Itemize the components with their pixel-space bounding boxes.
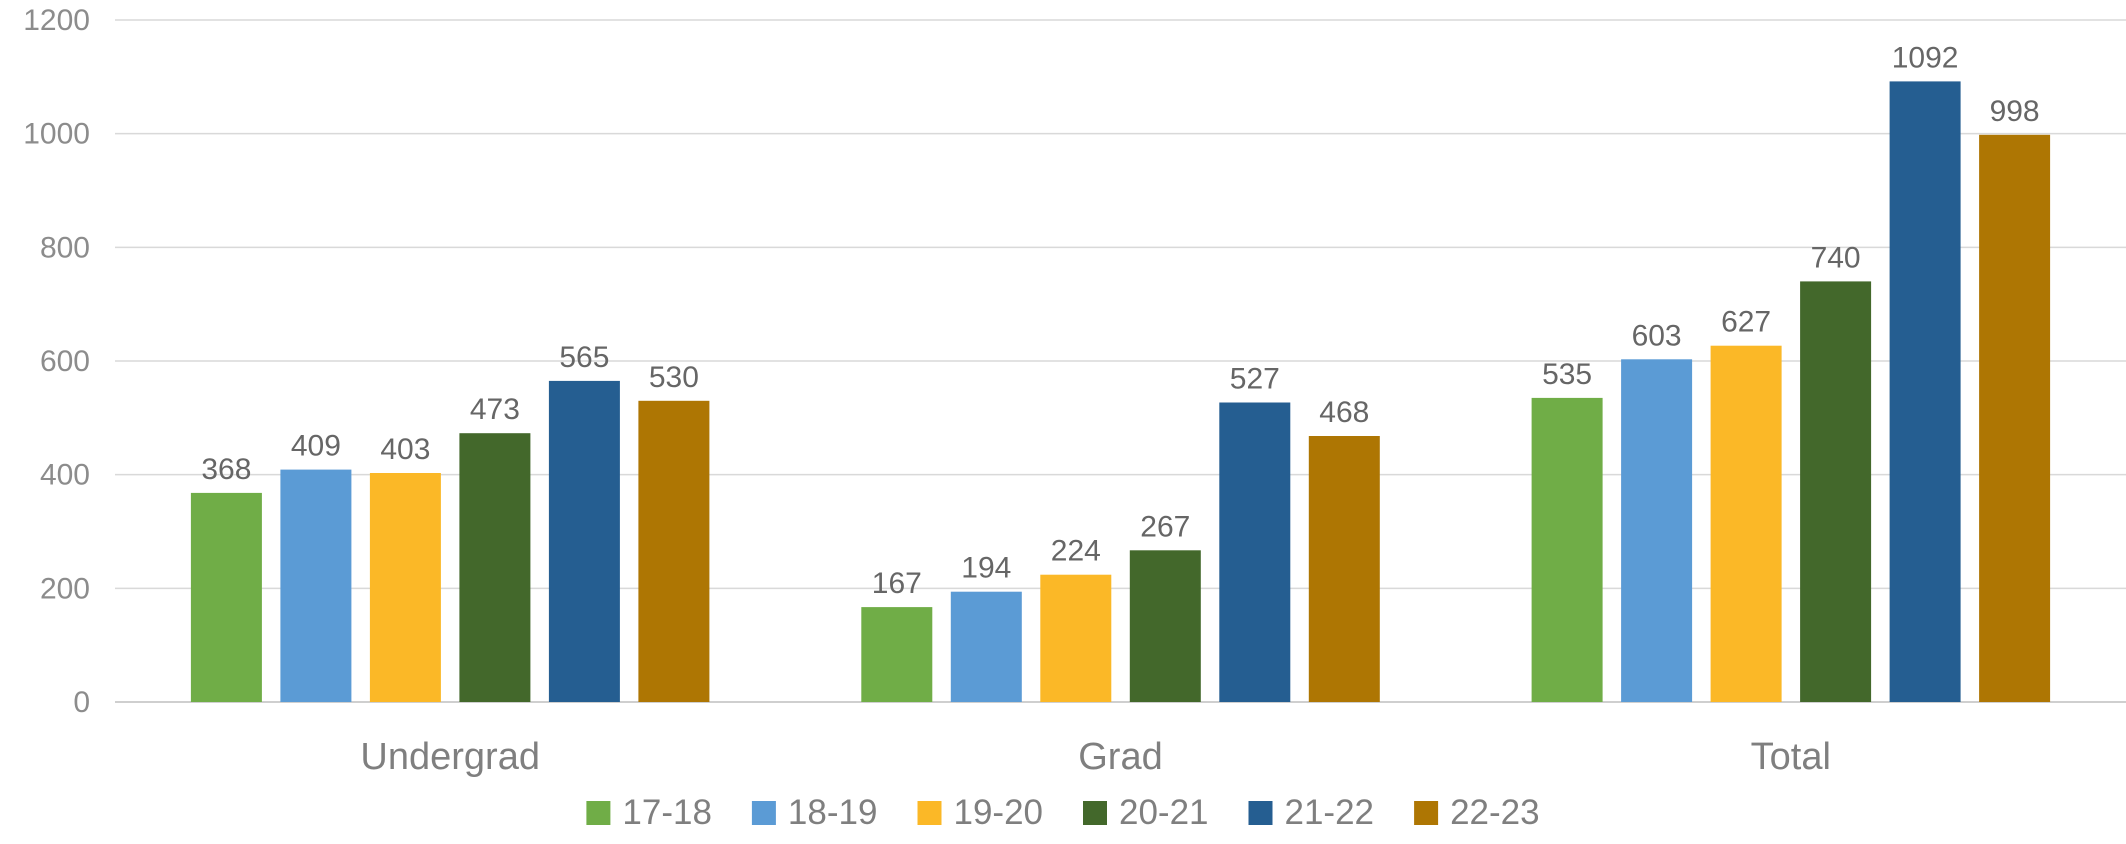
data-label: 368 <box>201 453 251 486</box>
legend-item-21-22: 21-22 <box>1248 793 1375 832</box>
legend-item-22-23: 22-23 <box>1414 793 1540 832</box>
legend-swatch <box>586 801 611 825</box>
y-tick-label: 600 <box>40 345 90 378</box>
legend-swatch <box>1414 801 1439 825</box>
y-tick-label: 0 <box>73 686 90 719</box>
data-label: 535 <box>1542 358 1592 391</box>
y-tick-label: 1000 <box>23 118 90 151</box>
bar-total-20-21 <box>1800 281 1872 702</box>
y-axis-tick-labels: 0 200 400 600 800 1000 1200 <box>23 4 90 719</box>
bars <box>190 81 2051 703</box>
data-label: 403 <box>380 433 430 466</box>
data-label: 603 <box>1632 319 1682 352</box>
bar-total-22-23 <box>1979 134 2051 703</box>
bar-grad-17-18 <box>861 607 933 702</box>
data-label: 527 <box>1230 363 1280 396</box>
legend-label: 21-22 <box>1285 793 1375 832</box>
bar-undergrad-20-21 <box>459 433 531 702</box>
bar-undergrad-18-19 <box>280 469 352 702</box>
legend-swatch <box>751 801 776 825</box>
data-label: 740 <box>1811 241 1861 274</box>
bar-grad-22-23 <box>1308 436 1380 702</box>
legend-label: 20-21 <box>1119 793 1209 832</box>
category-label-undergrad: Undergrad <box>360 736 540 778</box>
data-label: 267 <box>1140 510 1190 543</box>
data-label: 468 <box>1319 396 1369 429</box>
data-label: 1092 <box>1892 41 1959 74</box>
legend-swatch <box>1248 801 1273 825</box>
data-label: 167 <box>872 567 922 600</box>
legend-label: 17-18 <box>622 793 712 832</box>
data-label: 530 <box>649 361 699 394</box>
data-label: 473 <box>470 393 520 426</box>
y-tick-label: 800 <box>40 231 90 264</box>
bar-total-18-19 <box>1621 359 1693 702</box>
legend-item-18-19: 18-19 <box>751 793 878 832</box>
data-label: 627 <box>1721 306 1771 339</box>
legend-label: 19-20 <box>954 793 1044 832</box>
legend-swatch <box>917 801 942 825</box>
bar-total-17-18 <box>1531 397 1603 702</box>
category-label-grad: Grad <box>1078 736 1162 778</box>
legend-item-17-18: 17-18 <box>586 793 712 832</box>
bar-total-19-20 <box>1710 345 1782 702</box>
bar-grad-20-21 <box>1129 550 1201 702</box>
legend-item-20-21: 20-21 <box>1083 793 1209 832</box>
y-tick-label: 1200 <box>23 4 90 37</box>
y-tick-label: 400 <box>40 459 90 492</box>
legend-swatch <box>1083 801 1107 825</box>
bar-undergrad-17-18 <box>190 492 262 702</box>
category-label-total: Total <box>1751 736 1831 778</box>
bar-undergrad-21-22 <box>548 380 620 702</box>
bar-undergrad-19-20 <box>369 473 441 702</box>
legend-label: 18-19 <box>788 793 878 832</box>
data-label: 224 <box>1051 535 1101 568</box>
legend-item-19-20: 19-20 <box>917 793 1044 832</box>
bar-total-21-22 <box>1889 81 1961 702</box>
y-tick-label: 200 <box>40 572 90 605</box>
legend: 17-18 18-19 19-20 20-21 21-22 22-23 <box>586 793 1540 832</box>
x-axis-category-labels: Undergrad Grad Total <box>360 736 1831 778</box>
bar-grad-21-22 <box>1219 402 1291 702</box>
data-label: 194 <box>961 552 1011 585</box>
legend-label: 22-23 <box>1450 793 1540 832</box>
data-label: 409 <box>291 430 341 463</box>
data-label: 998 <box>1990 95 2040 128</box>
bar-undergrad-22-23 <box>638 400 710 702</box>
bar-grad-18-19 <box>950 591 1022 702</box>
gridlines <box>115 19 2126 703</box>
data-labels: 368 409 403 473 565 530 167 194 224 267 527 468 535 6… <box>201 41 2039 600</box>
data-label: 565 <box>559 341 609 374</box>
bar-grad-19-20 <box>1040 574 1112 702</box>
